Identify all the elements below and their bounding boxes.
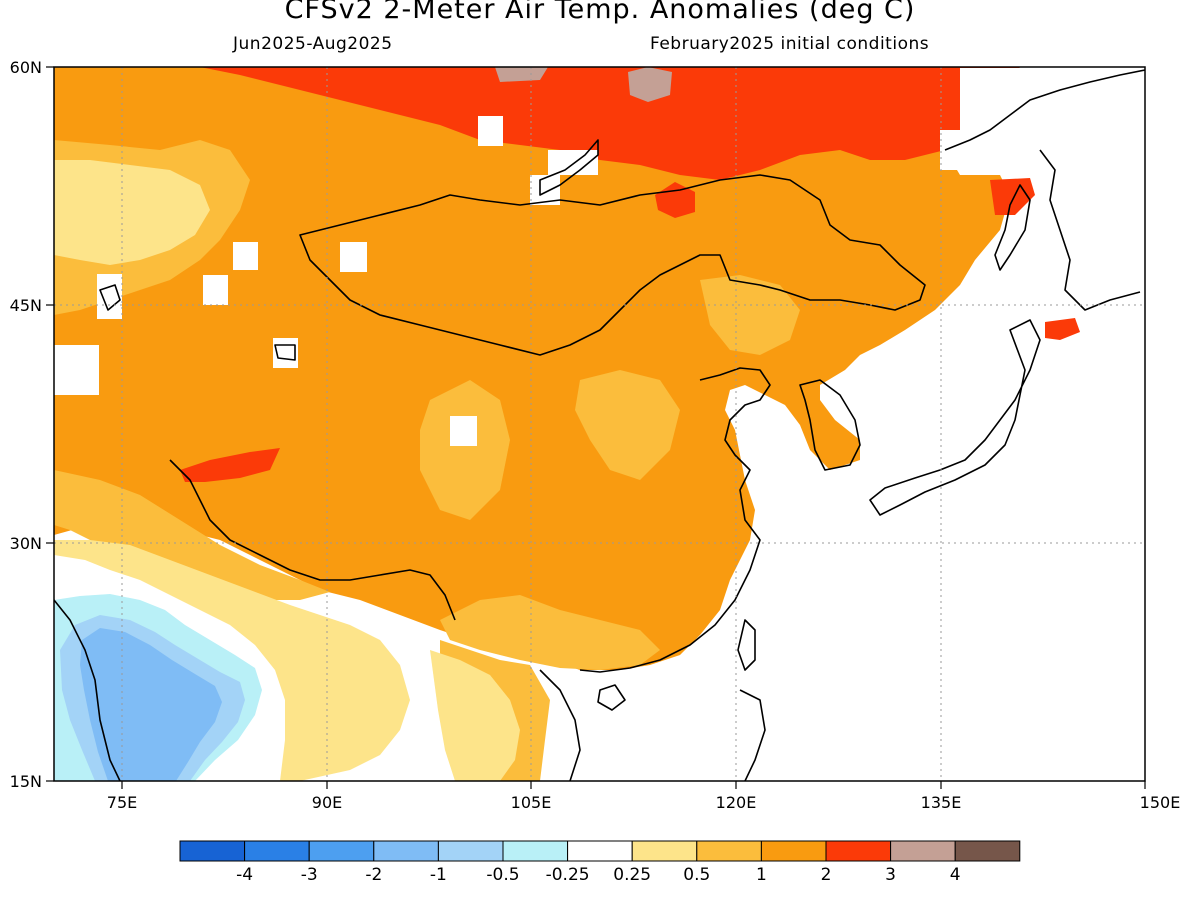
anomaly-fill-2-to-3-siberia-spot bbox=[655, 182, 695, 218]
india-coastline bbox=[54, 599, 121, 781]
anomaly-fill-0.25-to-0.5-west bbox=[54, 160, 210, 265]
legend-swatch bbox=[760, 840, 827, 862]
china-coastline bbox=[579, 367, 771, 673]
map-frame bbox=[53, 66, 1146, 782]
legend-swatch bbox=[244, 840, 310, 862]
y-tick-label: 15N bbox=[10, 772, 42, 791]
legend-label: 1 bbox=[756, 865, 767, 885]
tibet-india-border bbox=[169, 459, 456, 621]
anomaly-fill-0.5-to-1-south-china bbox=[440, 595, 660, 670]
legend-label: 0.5 bbox=[683, 865, 710, 885]
legend-swatch bbox=[954, 840, 1021, 862]
legend-label: -0.25 bbox=[546, 865, 590, 885]
russia-pacific-coastline bbox=[944, 69, 1145, 151]
indochina-coastline bbox=[539, 669, 581, 781]
x-tick-label: 75E bbox=[107, 793, 137, 812]
y-tick-label: 30N bbox=[10, 534, 42, 553]
legend-swatch bbox=[567, 840, 633, 862]
anomaly-fill-1-to-2 bbox=[54, 67, 1020, 670]
map-gridlines bbox=[54, 67, 1145, 781]
legend-swatch bbox=[696, 840, 762, 862]
anomaly-fill-0.5-to-1-manchuria bbox=[700, 275, 800, 355]
y-tick-label: 60N bbox=[10, 58, 42, 77]
x-tick-label: 90E bbox=[312, 793, 342, 812]
korea-coastline bbox=[799, 379, 861, 471]
anomaly-fill-2-to-3-siberia bbox=[200, 67, 1020, 180]
color-legend: -4 -3 -2 -1 -0.5 -0.25 0.25 0.5 1 2 3 4 bbox=[179, 840, 1021, 885]
x-tick-label: 120E bbox=[716, 793, 757, 812]
legend-label: -4 bbox=[236, 865, 253, 885]
y-tick-label: 45N bbox=[10, 296, 42, 315]
legend-swatch bbox=[308, 840, 375, 862]
anomaly-fill-3-to-4 bbox=[495, 67, 672, 102]
anomaly-fill-2-to-3-tibet bbox=[180, 448, 280, 482]
anomaly-fill-minus-2-to-minus-1 bbox=[80, 628, 222, 781]
anomaly-fill-0.5-to-1-south bbox=[54, 470, 330, 600]
legend-label: 3 bbox=[885, 865, 896, 885]
legend-swatch bbox=[179, 840, 246, 862]
legend-label: 4 bbox=[950, 865, 961, 885]
japan-coastline bbox=[869, 319, 1041, 516]
anomaly-fill-0.5-to-1-east bbox=[575, 370, 680, 480]
hainan-coastline bbox=[597, 684, 626, 711]
caspian-aral-lakes bbox=[99, 284, 296, 361]
coastlines-and-borders bbox=[54, 69, 1145, 781]
legend-swatch bbox=[502, 840, 569, 862]
legend-swatch bbox=[631, 840, 698, 862]
legend-swatch bbox=[825, 840, 892, 862]
initial-conditions: February2025 initial conditions bbox=[650, 34, 930, 54]
forecast-period: Jun2025-Aug2025 bbox=[233, 34, 393, 54]
legend-label: -3 bbox=[301, 865, 318, 885]
kamchatka-coastline bbox=[1039, 149, 1141, 311]
x-tick-label: 150E bbox=[1140, 793, 1181, 812]
legend-label: -2 bbox=[365, 865, 382, 885]
x-tick-label: 135E bbox=[921, 793, 962, 812]
x-tick-label: 105E bbox=[511, 793, 552, 812]
masked-lake-cells bbox=[54, 68, 1145, 446]
axis-ticks bbox=[46, 66, 1146, 789]
axis-labels: 75E 90E 105E 120E 135E 150E 60N 45N 30N … bbox=[10, 58, 1181, 812]
anomaly-fill-0.5-to-1-center bbox=[420, 380, 510, 520]
legend-label: 0.25 bbox=[613, 865, 651, 885]
map-plot-area bbox=[54, 67, 1145, 781]
anomaly-fill-2-to-3-hokkaido bbox=[1045, 318, 1080, 340]
philippines-coastline bbox=[739, 689, 766, 781]
sakhalin-coastline bbox=[994, 184, 1031, 271]
legend-swatch bbox=[437, 840, 504, 862]
legend-label: 2 bbox=[821, 865, 832, 885]
legend-swatch bbox=[373, 840, 439, 862]
legend-label: -1 bbox=[430, 865, 447, 885]
map-title: CFSv2 2-Meter Air Temp. Anomalies (deg C… bbox=[284, 0, 916, 25]
baikal-lake bbox=[539, 139, 599, 196]
legend-label: -0.5 bbox=[486, 865, 519, 885]
legend-swatch bbox=[890, 840, 956, 862]
anomaly-fill-2-to-3-sakhalin bbox=[990, 178, 1035, 215]
anomaly-fill-0.25-to-0.5-indochina bbox=[430, 650, 520, 781]
taiwan-coastline bbox=[737, 619, 756, 671]
